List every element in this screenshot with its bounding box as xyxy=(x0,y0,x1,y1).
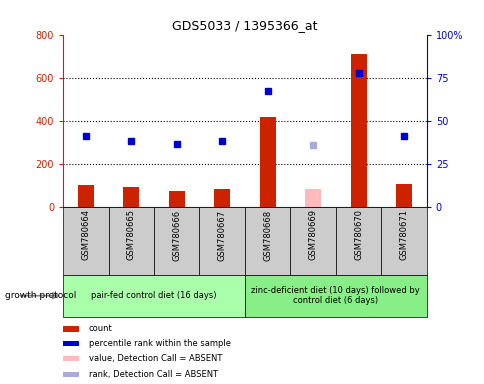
Text: GSM780667: GSM780667 xyxy=(217,209,226,260)
Bar xyxy=(63,326,79,332)
Bar xyxy=(244,275,426,317)
Text: percentile rank within the sample: percentile rank within the sample xyxy=(88,339,230,348)
Bar xyxy=(168,191,184,207)
Bar xyxy=(244,207,290,275)
Text: count: count xyxy=(88,324,112,333)
Bar xyxy=(259,117,275,207)
Bar xyxy=(335,207,380,275)
Bar xyxy=(350,54,366,207)
Text: rank, Detection Call = ABSENT: rank, Detection Call = ABSENT xyxy=(88,370,217,379)
Text: zinc-deficient diet (10 days) followed by
control diet (6 days): zinc-deficient diet (10 days) followed b… xyxy=(251,286,419,305)
Bar xyxy=(199,207,244,275)
Bar xyxy=(123,187,139,207)
Title: GDS5033 / 1395366_at: GDS5033 / 1395366_at xyxy=(172,19,317,32)
Text: GSM780671: GSM780671 xyxy=(399,209,408,260)
Text: GSM780665: GSM780665 xyxy=(126,209,136,260)
Text: pair-fed control diet (16 days): pair-fed control diet (16 days) xyxy=(91,291,216,300)
Text: GSM780664: GSM780664 xyxy=(81,209,90,260)
Text: GSM780668: GSM780668 xyxy=(263,209,272,260)
Bar xyxy=(214,189,230,207)
Bar xyxy=(290,207,335,275)
Bar xyxy=(63,356,79,361)
Bar xyxy=(63,341,79,346)
Text: GSM780669: GSM780669 xyxy=(308,209,317,260)
Bar xyxy=(108,207,153,275)
Bar xyxy=(395,184,411,207)
Bar xyxy=(380,207,426,275)
Bar xyxy=(63,207,108,275)
Text: value, Detection Call = ABSENT: value, Detection Call = ABSENT xyxy=(88,354,221,363)
Text: growth protocol: growth protocol xyxy=(5,291,76,300)
Text: GSM780666: GSM780666 xyxy=(172,209,181,260)
Bar xyxy=(77,185,93,207)
Bar xyxy=(153,207,199,275)
Bar xyxy=(304,189,320,207)
Bar xyxy=(63,372,79,377)
Bar xyxy=(63,275,244,317)
Text: GSM780670: GSM780670 xyxy=(353,209,363,260)
